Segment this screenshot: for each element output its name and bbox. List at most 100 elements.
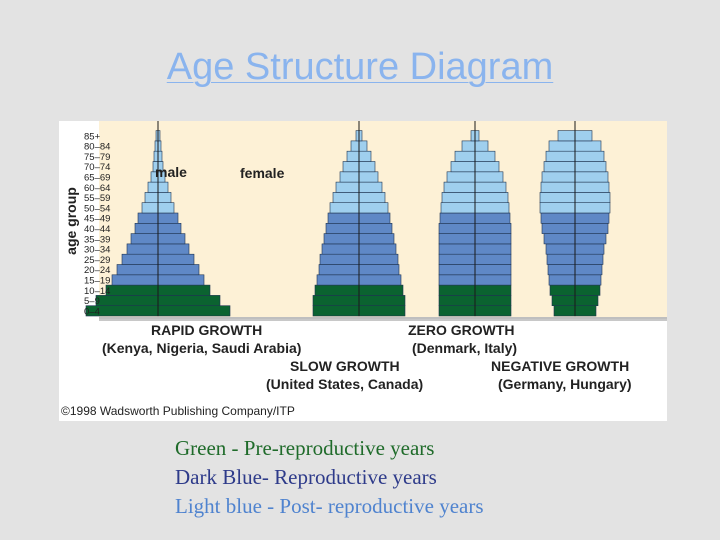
bar-zero-growth-male-8 — [438, 223, 476, 234]
bar-zero-growth-male-0 — [438, 305, 476, 317]
bar-slow-growth-female-13 — [358, 171, 379, 183]
age-tick-label: 30–34 — [84, 245, 110, 256]
bar-zero-growth-male-14 — [450, 161, 476, 173]
bar-negative-growth-female-9 — [574, 212, 610, 224]
legend-post-reproductive: Light blue - Post- reproductive years — [175, 494, 484, 518]
bar-slow-growth-female-15 — [358, 150, 372, 162]
age-tick-label: 15–19 — [84, 275, 110, 286]
age-tick-label: 55–59 — [84, 193, 110, 204]
bar-negative-growth-female-12 — [574, 181, 610, 193]
bar-negative-growth-female-6 — [574, 243, 605, 255]
bar-zero-growth-male-15 — [454, 150, 476, 162]
bar-zero-growth-male-17 — [470, 130, 476, 142]
age-tick-label: 10–14 — [84, 286, 110, 297]
bar-zero-growth-female-6 — [474, 243, 512, 255]
bar-rapid-growth-female-2 — [157, 284, 211, 296]
bar-slow-growth-female-0 — [358, 305, 406, 317]
bar-zero-growth-female-9 — [474, 212, 511, 224]
pyramid-name-negative: NEGATIVE GROWTH — [491, 358, 629, 374]
bar-slow-growth-female-9 — [358, 212, 391, 224]
bar-negative-growth-female-16 — [574, 140, 602, 152]
bar-zero-growth-female-4 — [474, 264, 512, 276]
bar-slow-growth-female-5 — [358, 253, 399, 265]
bar-slow-growth-female-7 — [358, 233, 395, 245]
bar-slow-growth-female-10 — [358, 202, 389, 214]
bar-negative-growth-female-14 — [574, 161, 607, 173]
slide-title: Age Structure Diagram — [166, 46, 554, 88]
bar-negative-growth-male-13 — [541, 171, 576, 183]
bar-slow-growth-male-5 — [319, 253, 360, 265]
bar-rapid-growth-female-1 — [157, 295, 221, 306]
bar-zero-growth-female-15 — [474, 150, 496, 162]
age-tick-label: 80–84 — [84, 142, 110, 153]
bar-rapid-growth-male-7 — [130, 233, 159, 245]
pyramid-countries-slow: (United States, Canada) — [266, 376, 423, 392]
bar-negative-growth-male-17 — [557, 130, 576, 142]
bar-slow-growth-male-0 — [312, 305, 360, 317]
bar-zero-growth-female-3 — [474, 274, 512, 286]
bar-zero-growth-female-0 — [474, 305, 512, 317]
bar-zero-growth-female-13 — [474, 171, 504, 183]
bar-slow-growth-male-14 — [342, 161, 360, 173]
pyramid-countries-zero: (Denmark, Italy) — [412, 340, 517, 356]
bar-slow-growth-female-11 — [358, 192, 386, 204]
bar-rapid-growth-female-8 — [157, 223, 182, 234]
bar-negative-growth-female-17 — [574, 130, 593, 142]
bar-negative-growth-female-8 — [574, 223, 609, 234]
bar-slow-growth-male-11 — [332, 192, 360, 204]
bar-rapid-growth-male-6 — [126, 243, 159, 255]
bar-negative-growth-female-4 — [574, 264, 603, 276]
bar-rapid-growth-male-4 — [116, 264, 159, 276]
age-tick-label: 75–79 — [84, 152, 110, 163]
legend-reproductive: Dark Blue- Reproductive years — [175, 465, 437, 489]
pyramid-name-slow: SLOW GROWTH — [290, 358, 400, 374]
female-label: female — [240, 165, 285, 181]
bar-zero-growth-male-1 — [438, 295, 476, 306]
bar-negative-growth-female-5 — [574, 253, 604, 265]
bar-negative-growth-male-11 — [539, 192, 576, 204]
bar-zero-growth-male-6 — [438, 243, 476, 255]
bar-zero-growth-female-7 — [474, 233, 512, 245]
age-tick-label: 35–39 — [84, 234, 110, 245]
bar-slow-growth-female-2 — [358, 284, 404, 296]
age-tick-label: 60–64 — [84, 183, 110, 194]
bar-rapid-growth-female-3 — [157, 274, 205, 286]
bar-negative-growth-female-10 — [574, 202, 611, 214]
bar-rapid-growth-male-11 — [144, 192, 159, 204]
bar-slow-growth-male-10 — [329, 202, 360, 214]
pyramid-name-zero: ZERO GROWTH — [408, 322, 515, 338]
age-tick-label: 25–29 — [84, 255, 110, 266]
legend-pre-reproductive: Green - Pre-reproductive years — [175, 436, 435, 460]
bar-zero-growth-female-1 — [474, 295, 512, 306]
male-label: male — [155, 164, 187, 180]
bar-slow-growth-female-6 — [358, 243, 397, 255]
bar-zero-growth-male-9 — [439, 212, 476, 224]
bar-slow-growth-male-15 — [346, 150, 360, 162]
bar-zero-growth-male-2 — [438, 284, 476, 296]
bar-rapid-growth-male-5 — [121, 253, 159, 265]
bar-zero-growth-female-8 — [474, 223, 512, 234]
copyright-text: ©1998 Wadsworth Publishing Company/ITP — [61, 404, 295, 418]
bar-rapid-growth-female-4 — [157, 264, 200, 276]
bar-zero-growth-male-13 — [446, 171, 476, 183]
bar-rapid-growth-female-12 — [157, 181, 169, 193]
bar-zero-growth-female-17 — [474, 130, 480, 142]
age-tick-label: 5–9 — [84, 296, 100, 307]
bar-zero-growth-male-4 — [438, 264, 476, 276]
bar-negative-growth-female-7 — [574, 233, 607, 245]
age-structure-figure: 0–4 5–9 10–14 15–19 20–24 25–29 30–34 35–39 40–4… — [59, 121, 667, 421]
bar-rapid-growth-female-5 — [157, 253, 195, 265]
bar-zero-growth-male-10 — [440, 202, 476, 214]
bar-negative-growth-male-0 — [553, 305, 576, 317]
bar-zero-growth-male-11 — [441, 192, 476, 204]
bar-rapid-growth-female-10 — [157, 202, 175, 214]
bar-slow-growth-male-12 — [335, 181, 360, 193]
bar-rapid-growth-male-3 — [111, 274, 159, 286]
age-structure-chart: 0–45–910–1415–1920–2425–2930–3435–3940–4… — [61, 121, 667, 418]
bar-negative-growth-female-11 — [574, 192, 611, 204]
bar-zero-growth-female-10 — [474, 202, 510, 214]
bar-negative-growth-female-15 — [574, 150, 605, 162]
bar-slow-growth-male-9 — [327, 212, 360, 224]
age-tick-label: 40–44 — [84, 224, 110, 235]
bar-rapid-growth-male-9 — [137, 212, 159, 224]
